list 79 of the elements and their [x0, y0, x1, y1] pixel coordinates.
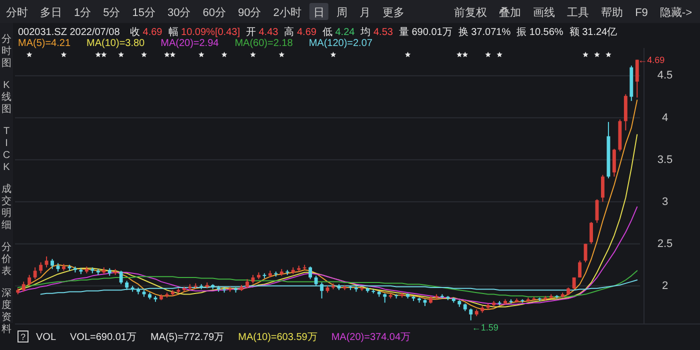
text: MA(10)=603.59万 — [238, 332, 318, 343]
text: 换 37.071% — [458, 26, 511, 38]
candlestick — [320, 282, 324, 299]
candlestick — [22, 281, 26, 292]
text: 月 — [359, 7, 370, 19]
text: ←1.59 — [472, 322, 498, 332]
y-tick-label: 3.5 — [657, 154, 673, 166]
candlestick — [246, 278, 249, 289]
text: MA(120)=2.07 — [308, 38, 373, 49]
candlestick — [601, 174, 604, 202]
candlestick — [578, 260, 582, 278]
candlestick — [39, 262, 43, 274]
text: 成交明细 — [2, 183, 12, 231]
text: 低 4.24 — [322, 27, 356, 38]
text: 深度资料 — [2, 287, 12, 335]
candlestick — [635, 59, 639, 98]
text: 2小时 — [273, 6, 302, 19]
text: 画线 — [533, 6, 556, 19]
text: MA(5)=772.79万 — [150, 332, 224, 343]
candlestick — [590, 221, 593, 244]
text: 周 — [336, 7, 348, 19]
text: K线图 — [2, 80, 12, 115]
text: 分时 — [6, 6, 28, 19]
text: MA(20)=374.04万 — [331, 332, 411, 343]
annotation: ←4.69 — [638, 54, 665, 65]
text: 前复权 — [454, 7, 488, 19]
text: VOL=690.01万 — [70, 332, 136, 343]
candlestick — [383, 292, 387, 304]
y-tick-label: 4 — [662, 112, 668, 124]
y-tick-label: 2.5 — [657, 238, 673, 250]
text: ? — [20, 332, 26, 342]
text: MA(60)=2.18 — [234, 38, 294, 49]
text: 多日 — [40, 7, 62, 19]
text: MA(10)=3.80 — [86, 38, 146, 49]
text: 隐藏-> — [660, 6, 692, 19]
line-series — [40, 280, 638, 295]
line-series — [17, 134, 638, 308]
text: 分价表 — [0, 241, 12, 277]
candlestick — [469, 308, 473, 321]
candlestick — [314, 275, 318, 286]
text: 5分 — [103, 7, 120, 19]
text: 振 10.56% — [516, 26, 564, 38]
candlestick — [50, 258, 54, 270]
y-tick-label: 3 — [662, 196, 668, 208]
candlestick — [125, 280, 129, 291]
candlestick — [119, 270, 123, 285]
text: TICK — [2, 126, 10, 173]
text: 90分 — [238, 7, 262, 19]
text: 叠加 — [499, 6, 522, 19]
text: 帮助 — [601, 6, 624, 19]
candlestick — [308, 266, 312, 280]
text: 1分 — [74, 7, 92, 19]
text: 均 4.53 — [360, 26, 394, 38]
text: 收 4.69 — [130, 27, 163, 38]
text: 额 31.24亿 — [569, 26, 618, 38]
text: 量 690.01万 — [398, 27, 452, 38]
text: VOL — [36, 332, 56, 343]
text: 15分 — [132, 7, 156, 19]
text: 高 4.69 — [284, 26, 317, 38]
text: MA(20)=2.94 — [160, 38, 220, 49]
y-tick-label: 4.5 — [657, 70, 673, 82]
candlestick — [44, 256, 48, 268]
text: F9 — [635, 7, 648, 19]
text: 工具 — [567, 7, 590, 19]
candlestick — [33, 266, 37, 280]
line-series — [17, 206, 638, 305]
candlestick — [28, 274, 32, 286]
chart-title: 002031.SZ 2022/07/08 — [18, 27, 120, 38]
text: 开 4.43 — [246, 27, 279, 38]
text: 更多 — [382, 7, 404, 19]
text: 60分 — [202, 7, 226, 19]
text: 分时图 — [2, 33, 12, 69]
text: 30分 — [168, 7, 191, 19]
text: 日 — [313, 7, 324, 19]
text: MA(5)=4.21 — [18, 38, 71, 49]
y-tick-label: 2 — [662, 280, 668, 292]
candlestick — [612, 148, 616, 178]
text: 幅 10.09%[0.43] — [168, 26, 240, 38]
line-series — [17, 100, 638, 310]
